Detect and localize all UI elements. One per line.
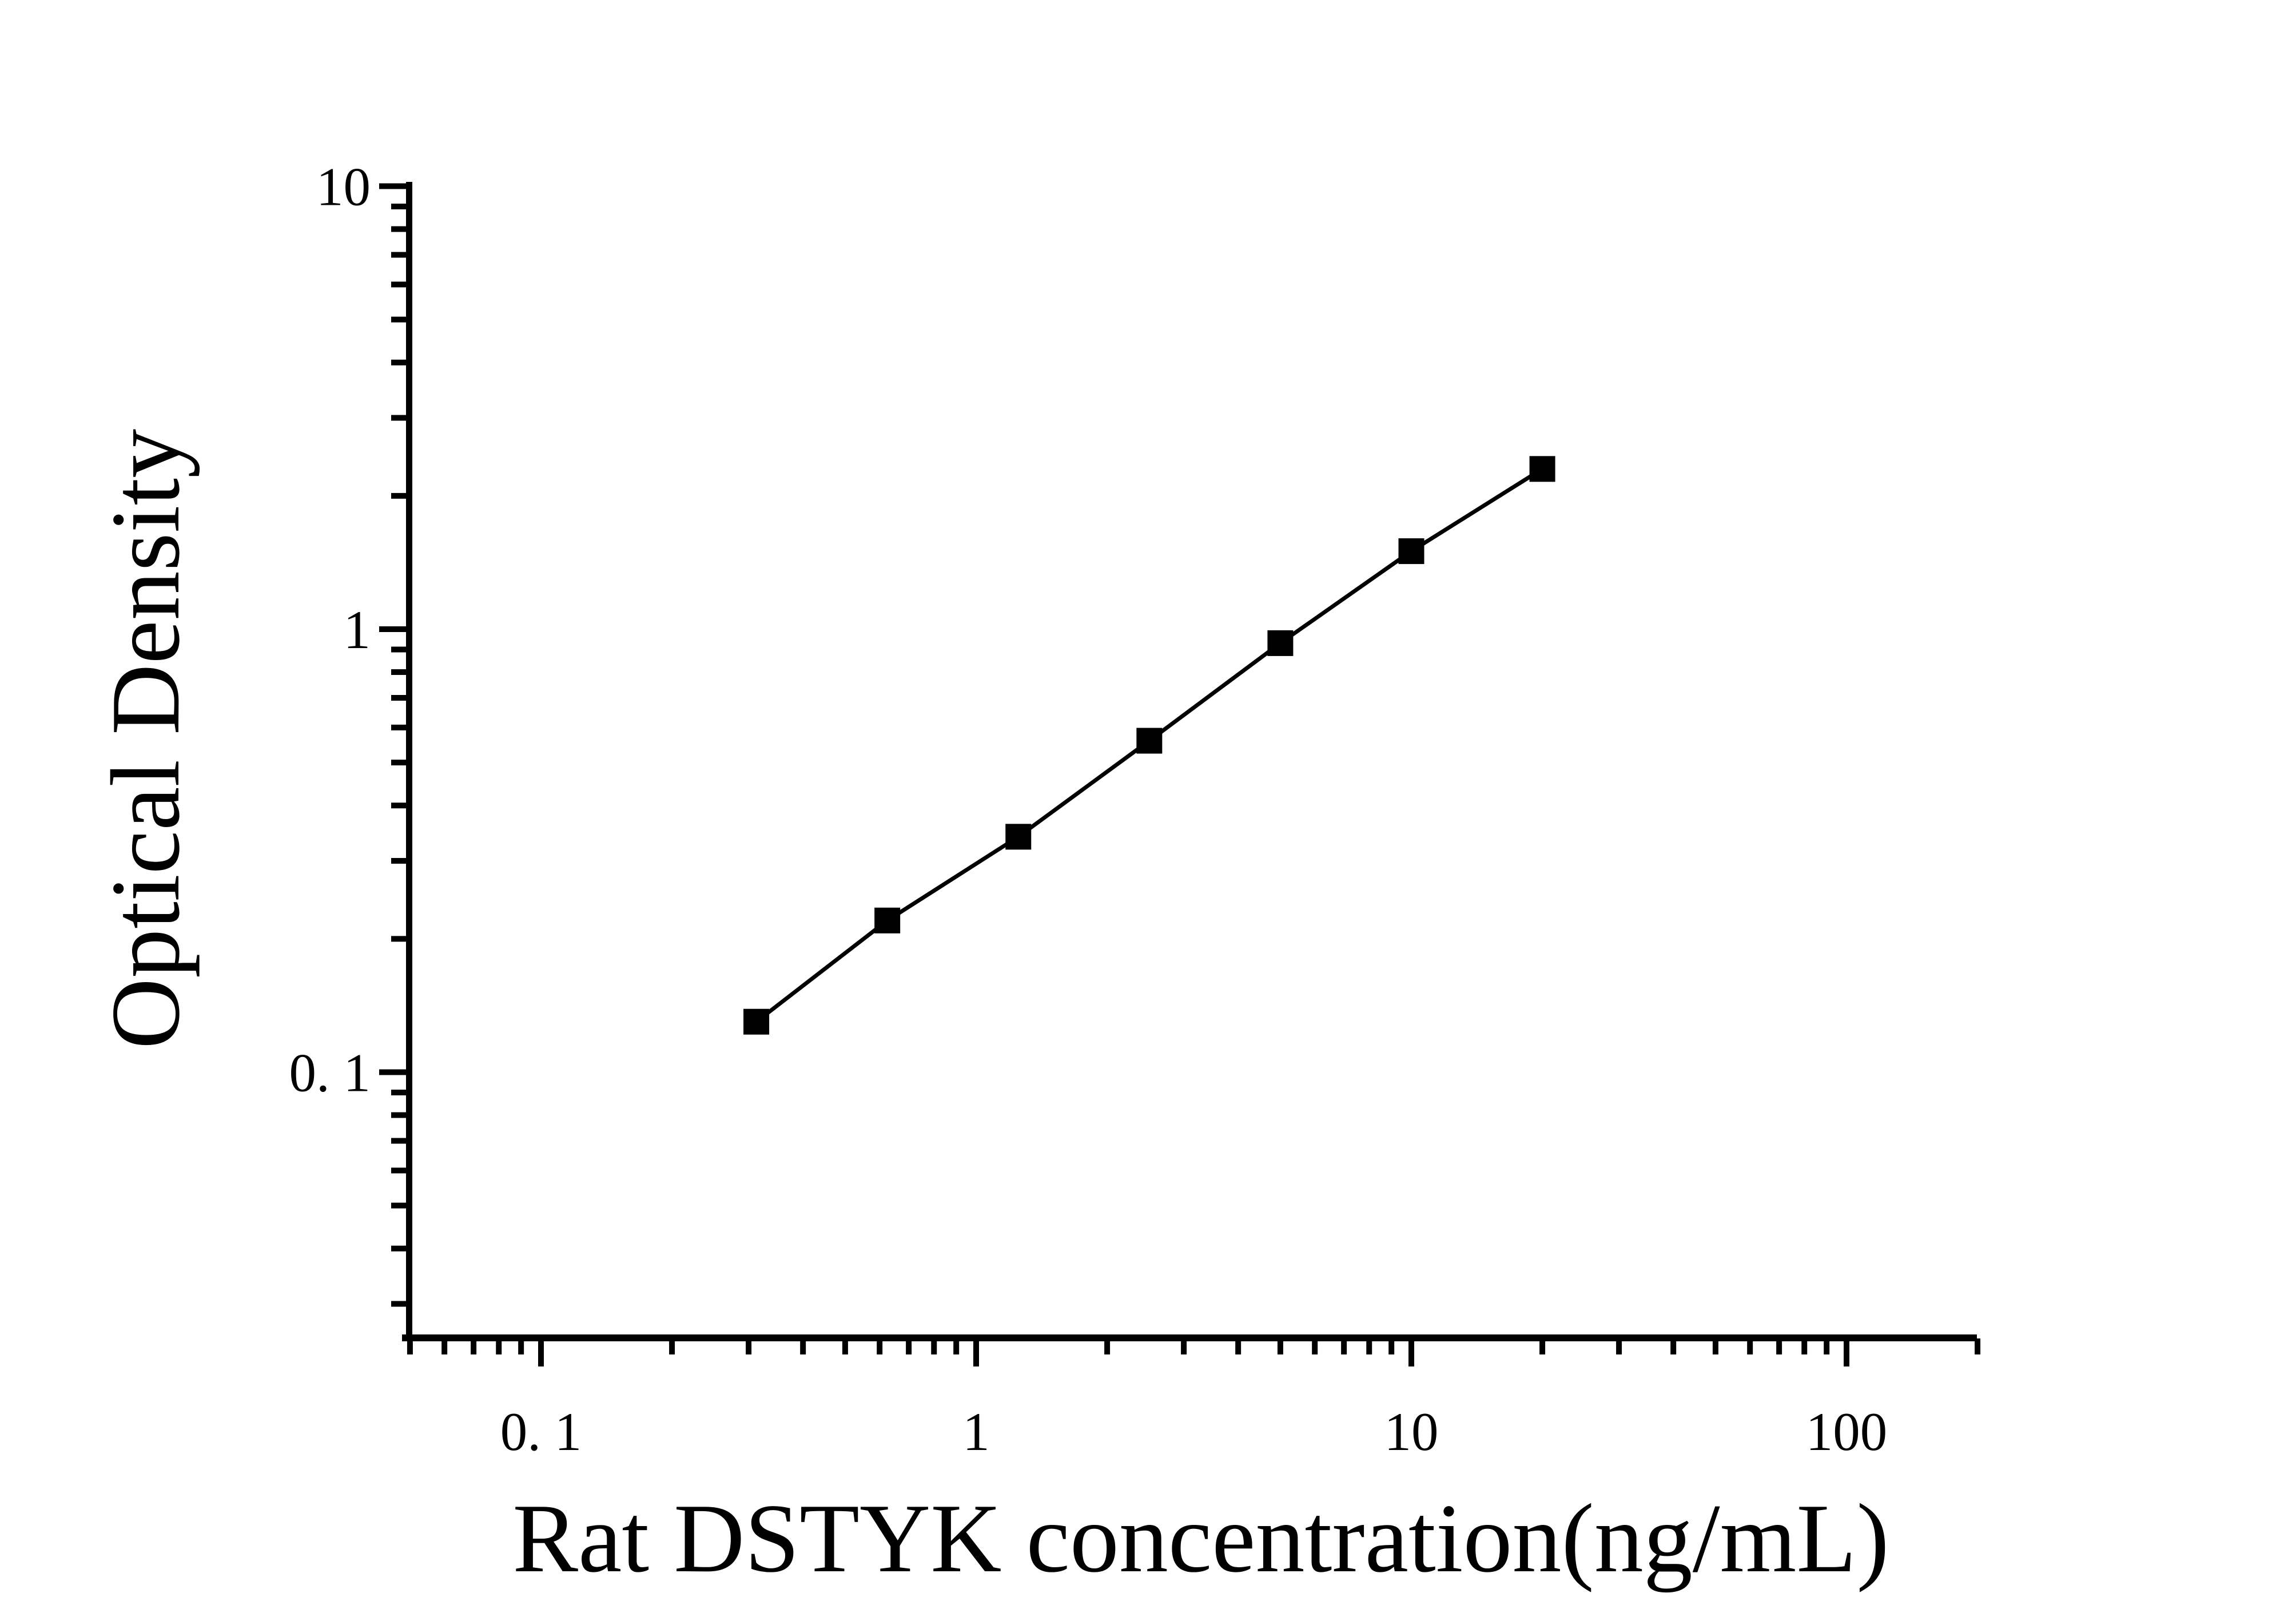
data-point-marker [1529,456,1555,482]
x-tick-label: 10 [1384,1401,1439,1462]
y-axis-title: Optical Density [91,428,200,1050]
data-point-marker [1267,630,1294,656]
y-tick-label: 0. 1 [289,1043,371,1103]
data-point-marker [1398,538,1424,565]
data-point-marker [1005,824,1032,850]
data-point-marker [874,907,901,933]
data-point-marker [1136,728,1163,754]
x-tick-label: 1 [962,1401,990,1462]
data-point-marker [743,1008,770,1035]
x-tick-label: 100 [1806,1401,1888,1462]
y-tick-label: 10 [316,157,371,217]
x-axis-title: Rat DSTYK concentration(ng/mL) [512,1484,1889,1593]
y-tick-label: 1 [344,599,371,660]
x-tick-label: 0. 1 [500,1401,582,1462]
